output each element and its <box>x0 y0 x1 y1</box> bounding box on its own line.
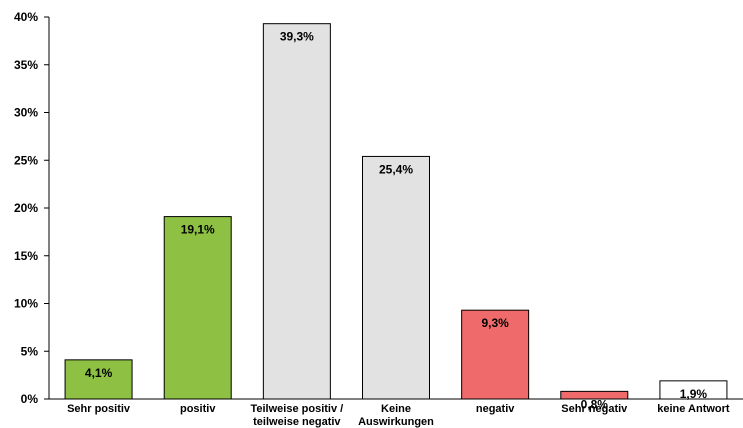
data-label: 39,3% <box>280 30 314 44</box>
y-tick-label: 40% <box>14 10 38 24</box>
x-category-label: Keine Auswirkungen <box>358 403 434 428</box>
x-category-label: Sehr positiv <box>67 403 131 415</box>
data-label: 9,3% <box>481 316 509 330</box>
y-tick-label: 20% <box>14 201 38 215</box>
x-category-label: negativ <box>476 403 515 415</box>
x-category-label: keine Antwort <box>657 403 730 415</box>
x-category-label: Sehr negativ <box>561 403 628 415</box>
data-label: 0,8% <box>581 397 609 411</box>
y-tick-label: 35% <box>14 58 38 72</box>
data-label: 1,9% <box>680 387 708 401</box>
x-category-label: Teilweise positiv / teilweise negativ <box>250 403 343 428</box>
bar <box>362 155 430 400</box>
y-tick-label: 0% <box>21 392 39 406</box>
bar <box>262 23 331 400</box>
bar <box>461 309 530 400</box>
bar <box>64 359 133 400</box>
y-tick-label: 25% <box>14 153 38 167</box>
y-tick-label: 10% <box>14 297 38 311</box>
y-tick-label: 15% <box>14 249 38 263</box>
data-label: 19,1% <box>181 223 215 237</box>
bar <box>163 216 232 400</box>
x-category-label: positiv <box>180 403 216 415</box>
y-tick-label: 30% <box>14 106 38 120</box>
data-label: 4,1% <box>85 366 113 380</box>
data-label: 25,4% <box>379 162 413 176</box>
y-tick-label: 5% <box>21 344 39 358</box>
